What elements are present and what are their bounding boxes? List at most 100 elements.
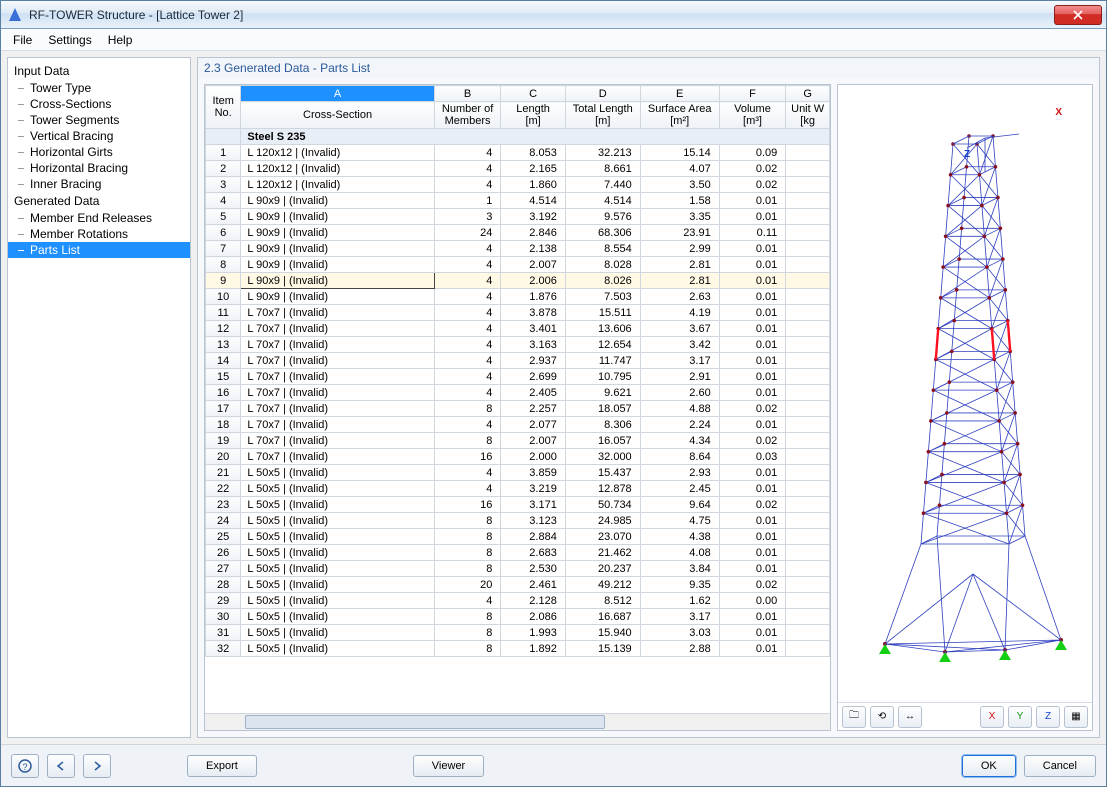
axis-z-label: Z (964, 149, 970, 160)
table-row[interactable]: 22 L 50x5 | (Invalid) 4 3.219 12.878 2.4… (206, 481, 830, 497)
table-row[interactable]: 14 L 70x7 | (Invalid) 4 2.937 11.747 3.1… (206, 353, 830, 369)
table-row[interactable]: 26 L 50x5 | (Invalid) 8 2.683 21.462 4.0… (206, 545, 830, 561)
table-row[interactable]: 1 L 120x12 | (Invalid) 4 8.053 32.213 15… (206, 145, 830, 161)
menubar: File Settings Help (1, 29, 1106, 51)
col-letter[interactable]: B (434, 86, 501, 102)
export-button[interactable]: Export (187, 755, 257, 777)
ok-button[interactable]: OK (962, 755, 1016, 777)
table-row[interactable]: 8 L 90x9 | (Invalid) 4 2.007 8.028 2.81 … (206, 257, 830, 273)
nav-item[interactable]: Inner Bracing (8, 176, 190, 192)
close-icon (1073, 10, 1083, 20)
table-group-row: Steel S 235 (206, 129, 830, 145)
nav-item[interactable]: Parts List (8, 242, 190, 258)
col-letter[interactable]: F (719, 86, 786, 102)
viewer-btn-x[interactable]: X (980, 706, 1004, 728)
col-length[interactable]: Length [m] (501, 102, 565, 129)
nav-item[interactable]: Horizontal Girts (8, 144, 190, 160)
table-row[interactable]: 11 L 70x7 | (Invalid) 4 3.878 15.511 4.1… (206, 305, 830, 321)
footer: ? Export Viewer OK Cancel (1, 744, 1106, 786)
col-members[interactable]: Number of Members (434, 102, 501, 129)
col-letter[interactable]: G (786, 86, 830, 102)
section-title: 2.3 Generated Data - Parts List (197, 57, 1100, 78)
nav-header-input: Input Data (8, 62, 190, 80)
table-row[interactable]: 18 L 70x7 | (Invalid) 4 2.077 8.306 2.24… (206, 417, 830, 433)
arrow-left-icon (54, 760, 68, 772)
table-row[interactable]: 5 L 90x9 | (Invalid) 3 3.192 9.576 3.35 … (206, 209, 830, 225)
table-row[interactable]: 29 L 50x5 | (Invalid) 4 2.128 8.512 1.62… (206, 593, 830, 609)
table-row[interactable]: 4 L 90x9 | (Invalid) 1 4.514 4.514 1.58 … (206, 193, 830, 209)
table-row[interactable]: 17 L 70x7 | (Invalid) 8 2.257 18.057 4.8… (206, 401, 830, 417)
table-row[interactable]: 20 L 70x7 | (Invalid) 16 2.000 32.000 8.… (206, 449, 830, 465)
viewer-canvas[interactable]: X Z (838, 85, 1092, 702)
nav-header-generated: Generated Data (8, 192, 190, 210)
col-letter[interactable]: E (640, 86, 719, 102)
table-row[interactable]: 16 L 70x7 | (Invalid) 4 2.405 9.621 2.60… (206, 385, 830, 401)
table-row[interactable]: 24 L 50x5 | (Invalid) 8 3.123 24.985 4.7… (206, 513, 830, 529)
table-row[interactable]: 30 L 50x5 | (Invalid) 8 2.086 16.687 3.1… (206, 609, 830, 625)
app-window: RF-TOWER Structure - [Lattice Tower 2] F… (0, 0, 1107, 787)
nav-prev-button[interactable] (47, 754, 75, 778)
help-button[interactable]: ? (11, 754, 39, 778)
col-volume[interactable]: Volume [m³] (719, 102, 786, 129)
viewer-button[interactable]: Viewer (413, 755, 484, 777)
table-row[interactable]: 23 L 50x5 | (Invalid) 16 3.171 50.734 9.… (206, 497, 830, 513)
parts-table-container: Item No.ABCDEFG Cross-SectionNumber of M… (204, 84, 831, 731)
col-total[interactable]: Total Length [m] (565, 102, 640, 129)
table-row[interactable]: 21 L 50x5 | (Invalid) 4 3.859 15.437 2.9… (206, 465, 830, 481)
viewer-toolbar: 🗀 ⟲ ↔ X Y Z ▦ (838, 702, 1092, 730)
viewer-btn-z[interactable]: Z (1036, 706, 1060, 728)
table-row[interactable]: 7 L 90x9 | (Invalid) 4 2.138 8.554 2.99 … (206, 241, 830, 257)
nav-item[interactable]: Member End Releases (8, 210, 190, 226)
col-letter[interactable]: A (241, 86, 434, 102)
menu-settings[interactable]: Settings (40, 31, 99, 49)
table-row[interactable]: 3 L 120x12 | (Invalid) 4 1.860 7.440 3.5… (206, 177, 830, 193)
col-letter[interactable]: D (565, 86, 640, 102)
horizontal-scrollbar[interactable] (205, 714, 830, 730)
axis-x-label: X (1055, 107, 1062, 118)
col-cross_section[interactable]: Cross-Section (241, 102, 434, 129)
col-unitw[interactable]: Unit W [kg (786, 102, 830, 129)
help-icon: ? (18, 759, 32, 773)
menu-help[interactable]: Help (100, 31, 141, 49)
viewer-btn-iso[interactable]: ▦ (1064, 706, 1088, 728)
nav-item[interactable]: Member Rotations (8, 226, 190, 242)
col-item-no[interactable]: Item No. (206, 86, 241, 129)
viewer-panel: X Z 🗀 ⟲ ↔ X Y Z ▦ (837, 84, 1093, 731)
table-scroll-area[interactable]: Item No.ABCDEFG Cross-SectionNumber of M… (205, 85, 830, 714)
table-row[interactable]: 25 L 50x5 | (Invalid) 8 2.884 23.070 4.3… (206, 529, 830, 545)
nav-item[interactable]: Tower Type (8, 80, 190, 96)
nav-item[interactable]: Tower Segments (8, 112, 190, 128)
nav-next-button[interactable] (83, 754, 111, 778)
viewer-btn-1[interactable]: 🗀 (842, 706, 866, 728)
cancel-button[interactable]: Cancel (1024, 755, 1096, 777)
table-row[interactable]: 28 L 50x5 | (Invalid) 20 2.461 49.212 9.… (206, 577, 830, 593)
close-button[interactable] (1054, 5, 1102, 25)
nav-item[interactable]: Horizontal Bracing (8, 160, 190, 176)
table-row[interactable]: 13 L 70x7 | (Invalid) 4 3.163 12.654 3.4… (206, 337, 830, 353)
parts-table: Item No.ABCDEFG Cross-SectionNumber of M… (205, 85, 830, 657)
table-row[interactable]: 9 L 90x9 | (Invalid) 4 2.006 8.026 2.81 … (206, 273, 830, 289)
table-row[interactable]: 10 L 90x9 | (Invalid) 4 1.876 7.503 2.63… (206, 289, 830, 305)
table-row[interactable]: 31 L 50x5 | (Invalid) 8 1.993 15.940 3.0… (206, 625, 830, 641)
app-icon (7, 7, 23, 23)
table-row[interactable]: 6 L 90x9 | (Invalid) 24 2.846 68.306 23.… (206, 225, 830, 241)
titlebar: RF-TOWER Structure - [Lattice Tower 2] (1, 1, 1106, 29)
viewer-btn-2[interactable]: ⟲ (870, 706, 894, 728)
arrow-right-icon (90, 760, 104, 772)
nav-tree: Input Data Tower TypeCross-SectionsTower… (7, 57, 191, 738)
window-title: RF-TOWER Structure - [Lattice Tower 2] (29, 8, 1054, 22)
nav-item[interactable]: Vertical Bracing (8, 128, 190, 144)
table-row[interactable]: 19 L 70x7 | (Invalid) 8 2.007 16.057 4.3… (206, 433, 830, 449)
table-row[interactable]: 2 L 120x12 | (Invalid) 4 2.165 8.661 4.0… (206, 161, 830, 177)
table-row[interactable]: 12 L 70x7 | (Invalid) 4 3.401 13.606 3.6… (206, 321, 830, 337)
table-row[interactable]: 27 L 50x5 | (Invalid) 8 2.530 20.237 3.8… (206, 561, 830, 577)
menu-file[interactable]: File (5, 31, 40, 49)
viewer-btn-y[interactable]: Y (1008, 706, 1032, 728)
viewer-btn-3[interactable]: ↔ (898, 706, 922, 728)
table-row[interactable]: 32 L 50x5 | (Invalid) 8 1.892 15.139 2.8… (206, 641, 830, 657)
col-surface[interactable]: Surface Area [m²] (640, 102, 719, 129)
nav-item[interactable]: Cross-Sections (8, 96, 190, 112)
svg-text:?: ? (22, 762, 27, 772)
col-letter[interactable]: C (501, 86, 565, 102)
table-row[interactable]: 15 L 70x7 | (Invalid) 4 2.699 10.795 2.9… (206, 369, 830, 385)
